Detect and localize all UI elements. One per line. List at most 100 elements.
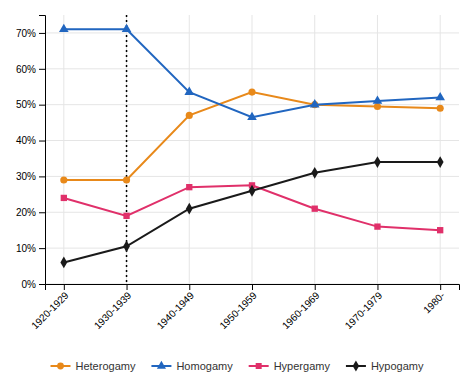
series — [60, 156, 443, 268]
marks — [59, 15, 445, 284]
y-tick: 70% — [16, 28, 45, 39]
x-tick: 1950-1959 — [217, 284, 259, 331]
x-tick-label: 1920-1929 — [29, 289, 71, 331]
point — [186, 112, 193, 119]
legend-label: Heterogamy — [76, 360, 136, 372]
y-tick-label: 10% — [16, 243, 36, 254]
legend-item: Homogamy — [151, 360, 233, 372]
point — [123, 213, 129, 219]
point — [437, 156, 444, 168]
y-tick-mark — [39, 69, 45, 70]
chart-svg: 1920-1929 1930-1939 1940-1949 1950-1959 1960… — [0, 0, 474, 384]
point — [184, 87, 194, 95]
x-tick-label: 1930-1939 — [92, 289, 134, 331]
y-axis-line — [39, 16, 46, 285]
x-tick-mark — [440, 284, 441, 290]
series-line — [64, 29, 440, 117]
legend-label: Homogamy — [176, 360, 233, 372]
x-tick-label: 1960-1969 — [280, 289, 322, 331]
x-tick: 1980- — [421, 284, 447, 316]
y-axis: 0% 10% 20% 30% 40% 50% 60% 70% — [16, 16, 46, 290]
y-tick-mark — [39, 176, 45, 177]
point — [310, 99, 320, 107]
x-tick-mark — [377, 284, 378, 290]
point — [123, 240, 130, 252]
x-tick-mark — [189, 284, 190, 290]
y-tick: 10% — [16, 243, 45, 254]
point — [311, 167, 318, 179]
grid-line-x — [189, 15, 190, 284]
x-tick: 1940-1949 — [155, 284, 197, 331]
point — [60, 176, 67, 183]
y-tick-mark — [39, 33, 45, 34]
point — [374, 156, 381, 168]
point — [247, 112, 257, 120]
x-tick: 1920-1929 — [29, 284, 71, 331]
series-line — [64, 92, 440, 180]
y-tick: 50% — [16, 99, 45, 110]
y-tick-label: 40% — [16, 135, 36, 146]
grid-line-x — [377, 15, 378, 284]
y-tick: 60% — [16, 64, 45, 75]
point — [374, 223, 380, 229]
series-line — [64, 185, 440, 230]
point — [186, 184, 192, 190]
series — [60, 89, 443, 184]
legend-item: Hypergamy — [249, 360, 331, 372]
y-tick-label: 20% — [16, 207, 36, 218]
point — [312, 206, 318, 212]
legend-swatch-marker — [157, 361, 166, 369]
y-tick-label: 30% — [16, 171, 36, 182]
x-axis: 1920-1929 1930-1939 1940-1949 1950-1959 1960… — [29, 284, 459, 331]
legend-label: Hypogamy — [371, 360, 424, 372]
y-tick-label: 60% — [16, 64, 36, 75]
point — [435, 92, 445, 100]
y-tick-label: 50% — [16, 99, 36, 110]
point — [123, 176, 130, 183]
legend-item: Heterogamy — [51, 360, 136, 372]
y-tick: 40% — [16, 135, 45, 146]
grid-line-x — [63, 15, 64, 284]
x-tick-mark — [64, 284, 65, 290]
series — [61, 182, 444, 233]
x-tick: 1930-1939 — [92, 284, 134, 331]
x-tick-mark — [127, 284, 128, 290]
x-tick-label: 1950-1959 — [217, 289, 259, 331]
grid-line-x — [314, 15, 315, 284]
x-tick-label: 1980- — [421, 290, 447, 316]
y-tick-mark — [39, 284, 45, 285]
x-axis-line — [46, 285, 460, 291]
y-tick-label: 70% — [16, 28, 36, 39]
x-tick-mark — [315, 284, 316, 290]
plot: 1920-1929 1930-1939 1940-1949 1950-1959 1960… — [16, 15, 460, 331]
chart-container: 1920-1929 1930-1939 1940-1949 1950-1959 1960… — [0, 0, 474, 384]
point — [248, 89, 255, 96]
point — [374, 103, 381, 110]
grid — [45, 15, 459, 284]
point — [437, 105, 444, 112]
y-tick-mark — [39, 141, 45, 142]
y-tick-mark — [39, 105, 45, 106]
legend: Heterogamy Homogamy Hypergamy Hypogamy — [51, 360, 424, 372]
x-tick: 1960-1969 — [280, 284, 322, 331]
legend-item: Hypogamy — [346, 360, 424, 372]
x-tick-label: 1970-1979 — [343, 289, 385, 331]
y-tick: 20% — [16, 207, 45, 218]
point — [60, 257, 67, 269]
point — [122, 24, 132, 32]
series — [59, 24, 445, 120]
y-tick: 30% — [16, 171, 45, 182]
legend-label: Hypergamy — [274, 360, 331, 372]
point — [186, 203, 193, 215]
x-tick-label: 1940-1949 — [155, 289, 197, 331]
x-tick: 1970-1979 — [343, 284, 385, 331]
y-tick-mark — [39, 212, 45, 213]
grid-line-x — [440, 15, 441, 284]
legend-swatch-marker — [256, 363, 262, 369]
y-tick-mark — [39, 248, 45, 249]
y-tick-label: 0% — [22, 279, 37, 290]
point — [249, 185, 256, 197]
series-line — [64, 162, 440, 262]
point — [59, 24, 69, 32]
legend-swatch-marker — [353, 360, 359, 371]
